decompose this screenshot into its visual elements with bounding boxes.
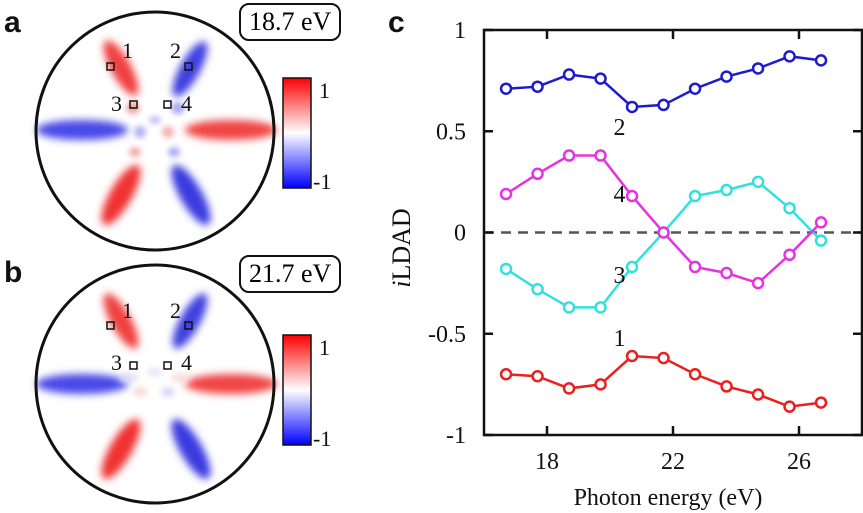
y-tick-label: 1 [454,18,466,44]
data-point [562,149,576,162]
data-point [657,98,670,112]
data-point [625,189,639,203]
y-tick-label: 0.5 [436,119,466,145]
y-tick-label: 0 [454,221,466,247]
data-point [562,301,576,314]
series-1 [499,349,828,413]
detector-map-b: 1 2 3 4 [34,263,277,505]
data-point [783,400,796,413]
data-point [562,382,576,395]
detector-map-a: 1 2 3 4 [34,10,277,252]
data-point [720,183,733,197]
chart-c: 1 0.5 0 -0.5 -1 18 22 26 1 2 3 4 Photon energy (e… [387,18,863,511]
marker-label-4-b: 4 [181,350,192,375]
data-point [594,72,607,85]
marker-square-3-a [129,100,138,109]
colorbar-max-label-b: 1 [319,335,330,360]
series-line-3 [505,180,822,309]
data-point [814,234,828,247]
y-axis: 1 0.5 0 -0.5 -1 [428,18,862,449]
x-axis: 18 22 26 [535,30,811,475]
colorbar-min-label-a: -1 [313,169,331,194]
colorbar-b: 1 -1 [282,334,331,451]
panel-letter-b: b [4,256,23,289]
colorbar-max-label-a: 1 [319,78,330,103]
data-point [720,70,733,83]
marker-square-4-a [163,100,172,109]
data-point [531,80,544,93]
marker-square-3-b [129,361,138,370]
series-label-1: 1 [613,326,625,352]
colorbar-a: 1 -1 [282,77,331,194]
data-point [688,82,702,95]
series-2 [499,50,828,114]
y-tick-label: -1 [446,423,466,449]
data-point [688,189,702,203]
y-tick-label: -0.5 [428,322,466,348]
data-point [499,187,513,201]
series-4 [499,149,828,290]
marker-label-1-a: 1 [122,38,133,63]
marker-square-2-b [184,321,193,330]
energy-label-b: 21.7 eV [239,255,342,293]
x-axis-label: Photon energy (eV) [574,485,763,511]
data-point [499,368,513,381]
marker-square-4-b [163,361,172,370]
data-point [594,378,607,391]
marker-label-3-a: 3 [111,91,122,116]
data-point [720,266,733,280]
series-3 [499,175,828,314]
data-point [594,301,607,314]
detector-circle-a [34,10,276,252]
data-point [657,226,670,239]
data-point [531,370,544,383]
data-point [720,380,733,393]
series-line-4 [505,154,822,285]
data-point [562,68,576,81]
data-point [783,248,796,262]
data-point [783,201,796,215]
data-point [751,62,765,75]
data-point [751,175,765,189]
detector-circle-b [34,263,276,505]
panel-letter-a: a [4,6,21,39]
data-point [751,388,765,401]
colorbar-min-label-b: -1 [313,426,331,451]
data-point [657,351,670,365]
x-tick-label: 26 [787,449,811,475]
y-axis-label: iLDAD [387,208,416,287]
data-point [531,282,544,296]
data-point [814,216,828,229]
series-layer: 1 2 3 4 [499,50,828,413]
x-tick-label: 22 [661,449,685,475]
data-point [625,349,639,363]
data-point [814,396,828,409]
data-point [625,260,639,274]
marker-label-1-b: 1 [122,298,133,323]
data-point [625,100,639,114]
series-label-4: 4 [613,182,625,208]
data-point [783,50,796,63]
series-label-3: 3 [613,263,625,289]
data-point [751,276,765,290]
data-point [814,54,828,67]
marker-square-2-a [184,62,193,71]
data-point [499,82,513,95]
marker-label-3-b: 3 [111,350,122,375]
data-point [688,260,702,274]
marker-square-1-a [106,62,115,71]
marker-square-1-b [106,321,115,330]
panel-letter-c: c [388,6,405,39]
marker-label-2-b: 2 [170,298,181,323]
marker-label-4-a: 4 [181,91,192,116]
energy-label-a: 18.7 eV [239,3,342,41]
data-point [499,262,513,276]
data-point [531,167,544,181]
data-point [594,149,607,162]
x-tick-label: 18 [535,449,559,475]
marker-label-2-a: 2 [170,38,181,63]
series-label-2: 2 [613,115,625,141]
data-point [688,368,702,381]
